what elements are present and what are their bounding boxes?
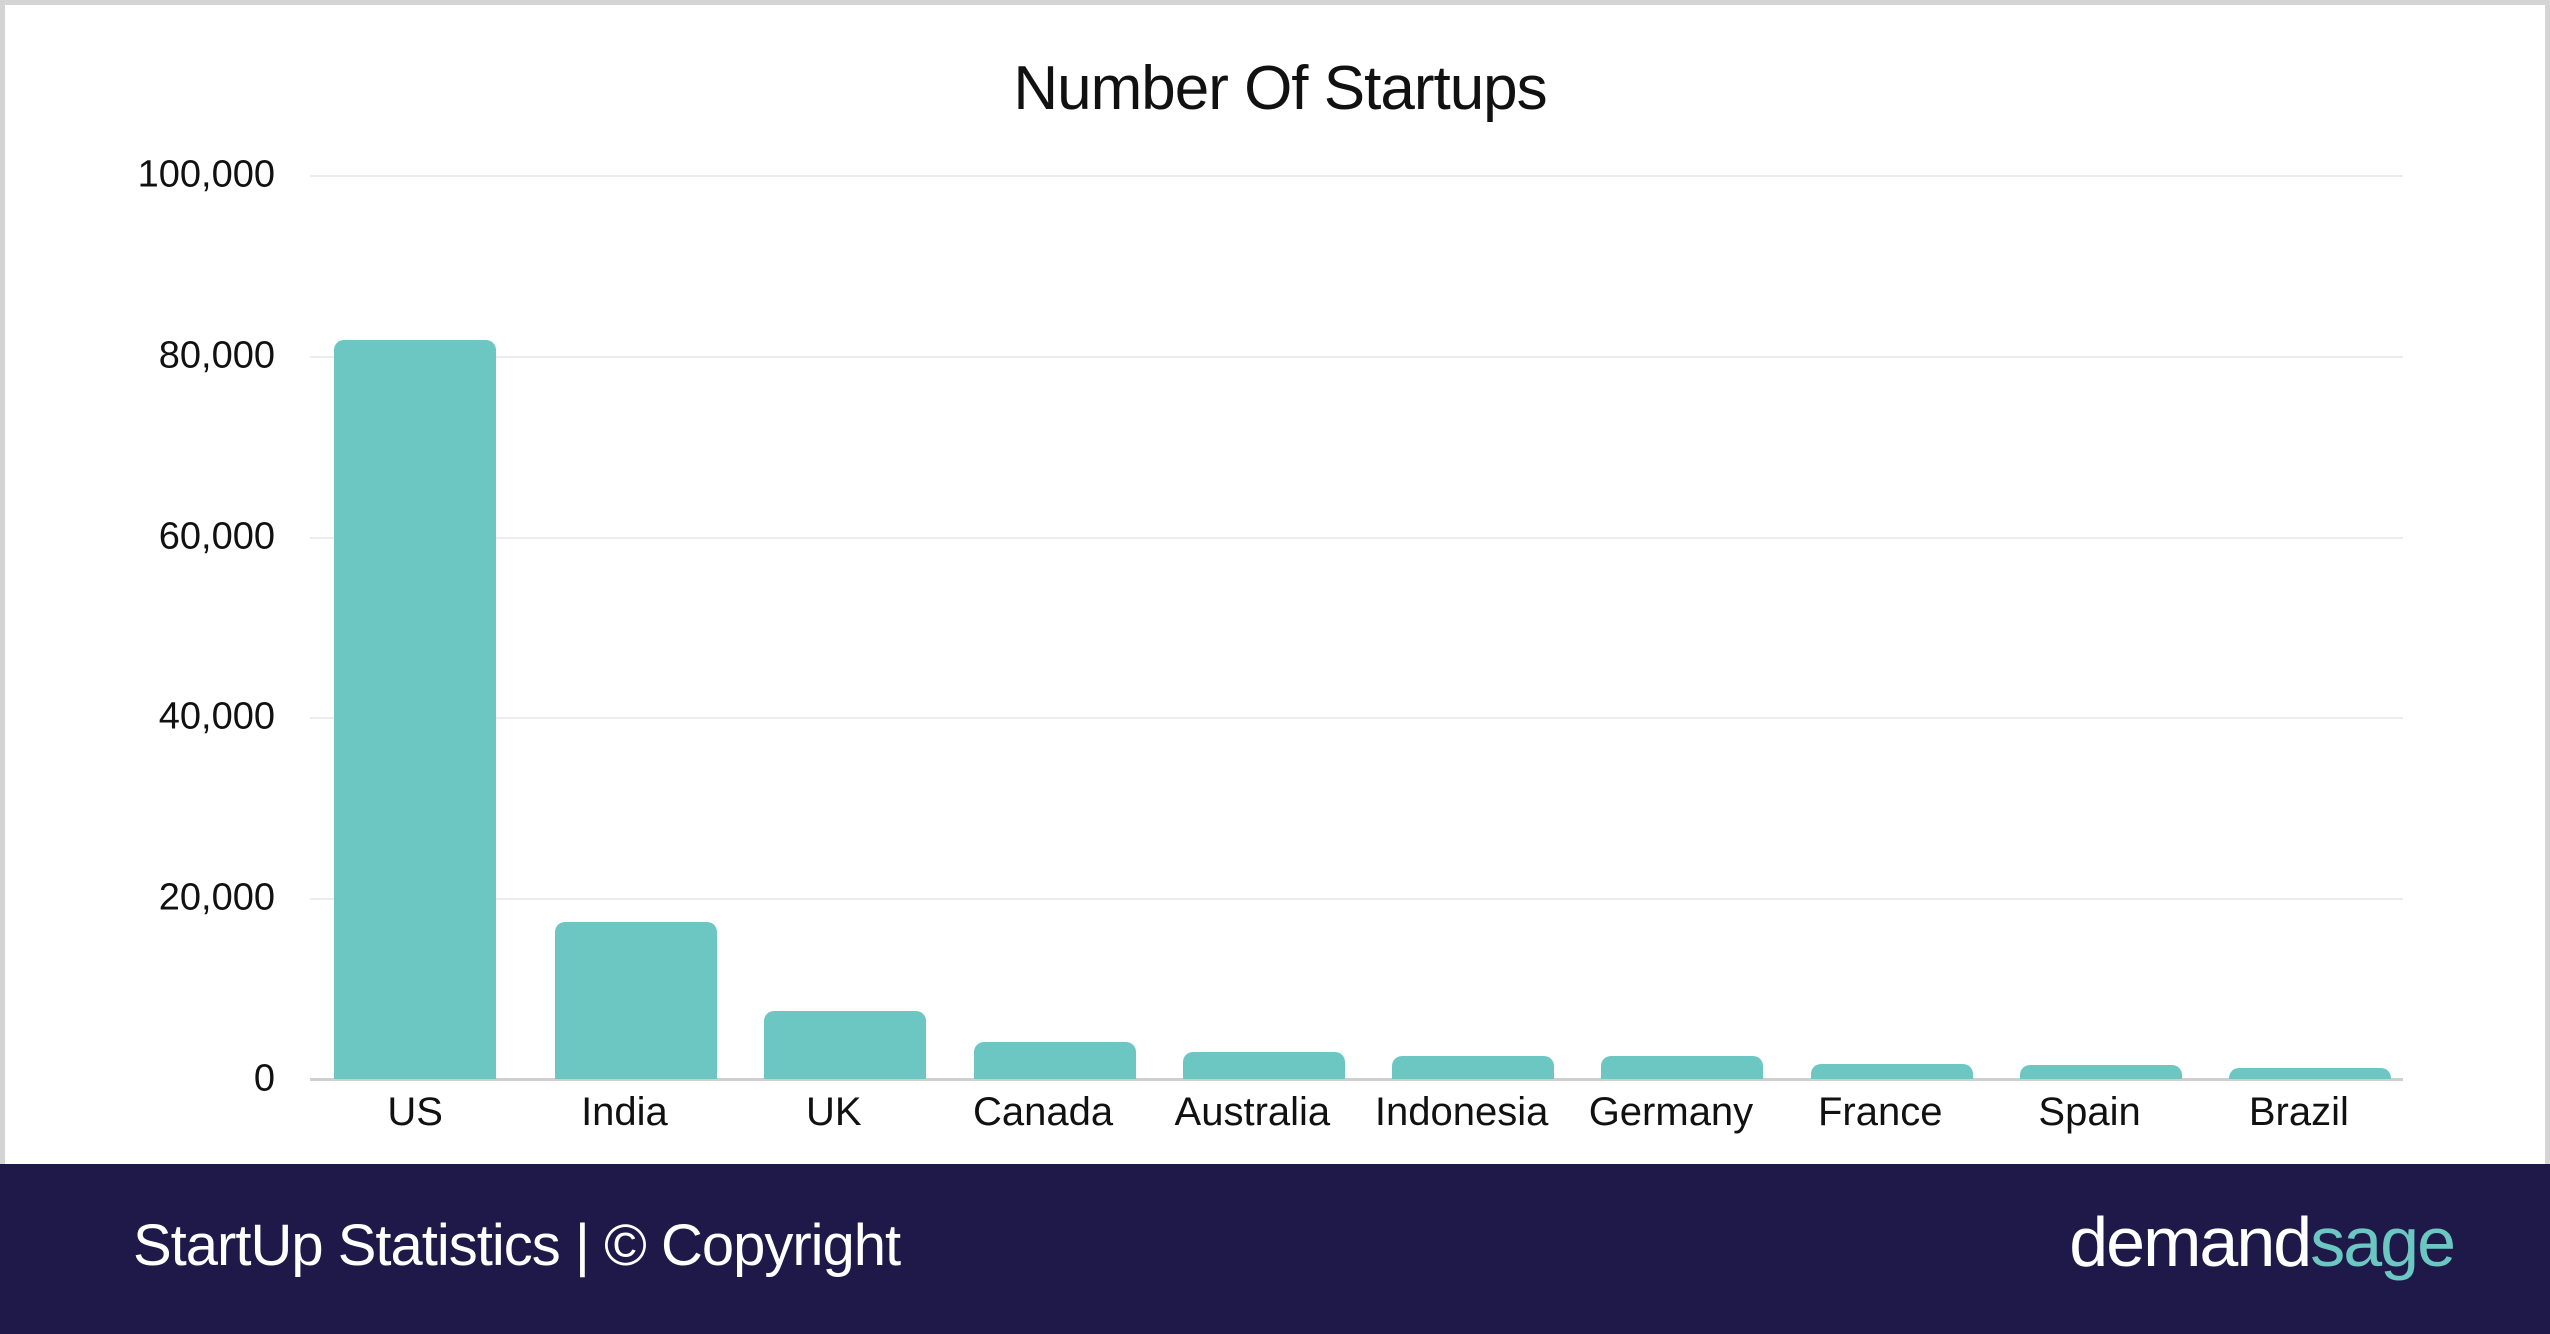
footer-caption: StartUp Statistics | © Copyright	[133, 1213, 901, 1278]
bar-france	[1810, 1063, 1973, 1079]
brand-accent: sage	[2310, 1203, 2456, 1281]
bar-spain	[2020, 1065, 2183, 1079]
x-tick-label: UK	[805, 1090, 862, 1134]
y-tick-label: 20,000	[158, 876, 275, 919]
bar-canada	[973, 1041, 1136, 1079]
plot-area	[310, 175, 2403, 1081]
gridline	[310, 898, 2403, 901]
gridline	[310, 355, 2403, 358]
gridline	[310, 536, 2403, 539]
bar-indonesia	[1392, 1055, 1555, 1079]
y-tick-label: 80,000	[158, 334, 275, 377]
y-tick-label: 0	[253, 1057, 275, 1100]
y-tick-label: 40,000	[158, 695, 275, 738]
bar-india	[554, 921, 717, 1079]
bar-brazil	[2229, 1068, 2392, 1079]
bar-australia	[1182, 1051, 1345, 1079]
x-tick-label: Brazil	[2248, 1090, 2349, 1134]
chart-title: Number Of Startups	[1013, 54, 1547, 123]
x-tick-label: Australia	[1174, 1090, 1331, 1134]
gridline	[310, 175, 2403, 177]
bar-uk	[764, 1011, 927, 1079]
x-tick-label: India	[581, 1090, 668, 1134]
gridline	[310, 717, 2403, 720]
x-tick-label: France	[1818, 1090, 1943, 1134]
footer-banner: StartUp Statistics | © Copyright demands…	[0, 1164, 2550, 1334]
y-tick-label: 100,000	[137, 153, 275, 196]
x-axis-line	[310, 1078, 2403, 1081]
brand-logo: demandsage	[2069, 1202, 2456, 1282]
x-tick-label: Indonesia	[1374, 1090, 1549, 1134]
x-tick-label: Germany	[1588, 1090, 1754, 1134]
x-tick-label: US	[387, 1090, 443, 1134]
brand-main: demand	[2069, 1203, 2312, 1281]
bar-germany	[1601, 1056, 1764, 1079]
x-tick-label: Spain	[2038, 1090, 2141, 1134]
x-tick-label: Canada	[972, 1090, 1114, 1134]
bar-us	[333, 339, 496, 1079]
y-tick-label: 60,000	[158, 515, 275, 558]
